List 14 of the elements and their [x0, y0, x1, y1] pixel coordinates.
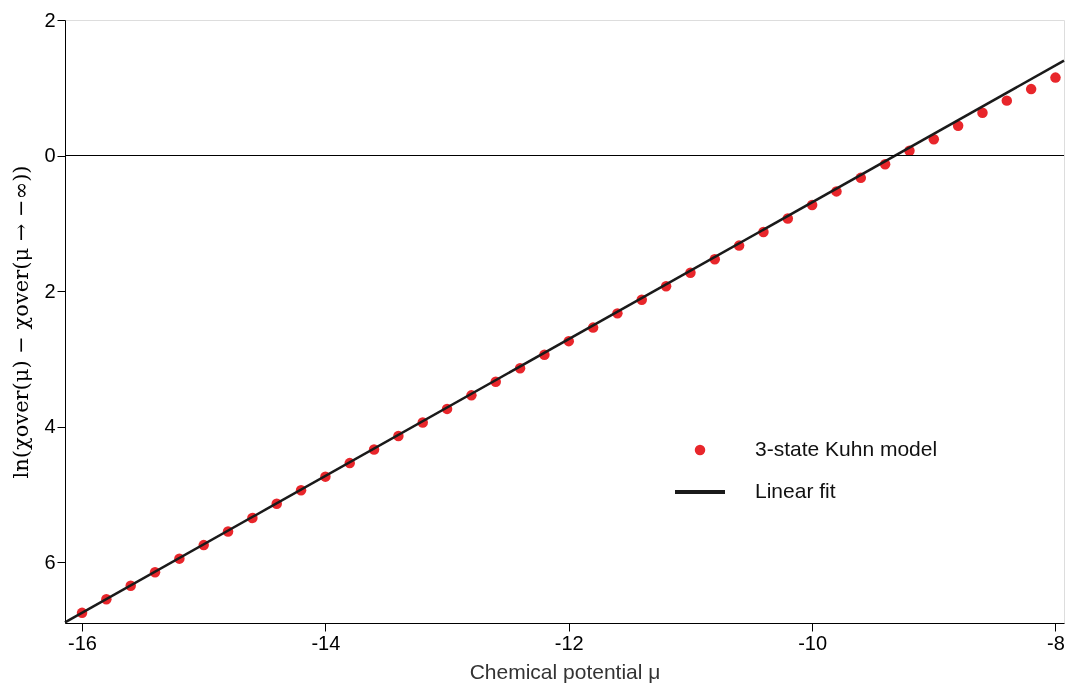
y-axis-title: ln(χover(μ) − χover(μ → −∞))	[9, 165, 34, 479]
y-tick-label: 6	[44, 550, 56, 573]
legend-label: Linear fit	[755, 479, 836, 502]
y-tick-label: 4	[44, 415, 56, 438]
y-tick-label: 2	[44, 279, 56, 302]
x-tick-label: -8	[1047, 631, 1065, 654]
y-tick-label: 0	[44, 144, 56, 167]
y-tick-label: 2	[44, 8, 56, 31]
legend-label: 3-state Kuhn model	[755, 437, 938, 460]
x-tick-label: -14	[311, 631, 341, 654]
x-tick-label: -10	[798, 631, 828, 654]
x-tick-label: -16	[68, 631, 97, 654]
x-tick-label: -12	[554, 631, 584, 654]
x-axis-title: Chemical potential μ	[469, 659, 661, 683]
